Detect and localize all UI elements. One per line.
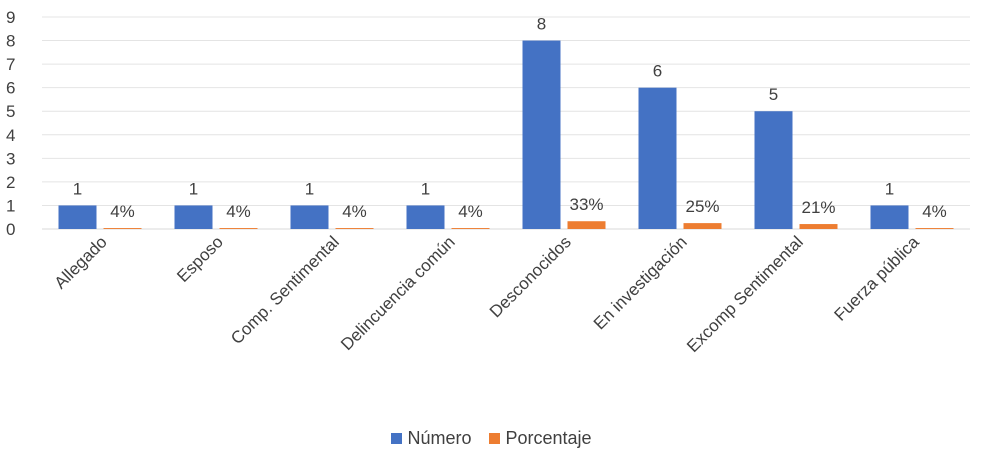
data-labels: 1 4% 1 4% 1 4% 1 4% 8 33% 6 25% 5 21% 1 4%	[73, 15, 947, 222]
data-label-numero: 5	[769, 85, 778, 104]
data-label-porcentaje: 4%	[342, 202, 367, 221]
y-axis-ticks: 0 1 2 3 4 5 6 7 8 9	[6, 8, 15, 239]
data-label-numero: 1	[73, 179, 82, 198]
bar-numero	[290, 205, 329, 229]
data-label-porcentaje: 4%	[922, 202, 947, 221]
y-tick-label: 7	[6, 55, 15, 74]
data-label-porcentaje: 25%	[685, 197, 719, 216]
y-tick-label: 1	[6, 196, 15, 215]
data-label-porcentaje: 33%	[569, 195, 603, 214]
bar-porcentaje	[335, 228, 374, 229]
data-label-porcentaje: 4%	[110, 202, 135, 221]
bar-porcentaje	[915, 228, 954, 229]
y-tick-label: 0	[6, 220, 15, 239]
bar-porcentaje	[219, 228, 258, 229]
legend-item-numero: Número	[391, 428, 471, 449]
bar-numero	[406, 205, 445, 229]
bar-numero	[522, 40, 561, 229]
y-tick-label: 8	[6, 32, 15, 51]
x-axis-categories: Allegado Esposo Comp. SentimentalDelincuen…	[51, 232, 924, 356]
legend: Número Porcentaje	[0, 428, 983, 449]
bar-numero	[754, 111, 793, 229]
data-label-porcentaje: 4%	[226, 202, 251, 221]
bar-porcentaje	[567, 221, 606, 229]
bar-porcentaje	[799, 224, 838, 229]
category-label: Desconocidos	[486, 232, 575, 321]
bar-numero	[870, 205, 909, 229]
bar-porcentaje	[451, 228, 490, 229]
category-label: Fuerza pública	[831, 232, 924, 325]
y-tick-label: 5	[6, 102, 15, 121]
legend-label-numero: Número	[407, 428, 472, 448]
y-tick-label: 3	[6, 149, 15, 168]
bar-porcentaje	[683, 223, 722, 229]
y-tick-label: 4	[6, 126, 15, 145]
data-label-numero: 8	[537, 15, 546, 34]
category-label: Esposo	[173, 232, 227, 286]
y-tick-label: 2	[6, 173, 15, 192]
y-tick-label: 9	[6, 8, 15, 27]
legend-label-porcentaje: Porcentaje	[505, 428, 592, 448]
data-label-numero: 1	[305, 179, 314, 198]
bar-numero	[58, 205, 97, 229]
category-label: Delincuencia común	[337, 232, 459, 354]
bar-numero	[638, 87, 677, 230]
y-tick-label: 6	[6, 79, 15, 98]
data-label-numero: 1	[885, 179, 894, 198]
data-label-numero: 6	[653, 62, 662, 81]
legend-swatch-numero	[391, 433, 403, 444]
data-label-porcentaje: 21%	[801, 198, 835, 217]
bar-porcentaje	[103, 228, 142, 229]
category-label: En investigación	[590, 232, 691, 333]
bar-chart: 0 1 2 3 4 5 6 7 8 9 1 4% 1 4% 1 4% 1 4% 8 33% 6 25% 5 21% 1 4% A…	[6, 8, 970, 356]
category-label: Comp. Sentimental	[227, 232, 343, 348]
category-label: Excomp Sentimental	[683, 232, 807, 356]
data-label-numero: 1	[421, 179, 430, 198]
data-label-porcentaje: 4%	[458, 202, 483, 221]
legend-swatch-porcentaje	[489, 433, 501, 444]
data-label-numero: 1	[189, 179, 198, 198]
bars	[58, 40, 954, 230]
category-label: Allegado	[51, 232, 111, 292]
bar-numero	[174, 205, 213, 229]
legend-item-porcentaje: Porcentaje	[489, 428, 592, 449]
